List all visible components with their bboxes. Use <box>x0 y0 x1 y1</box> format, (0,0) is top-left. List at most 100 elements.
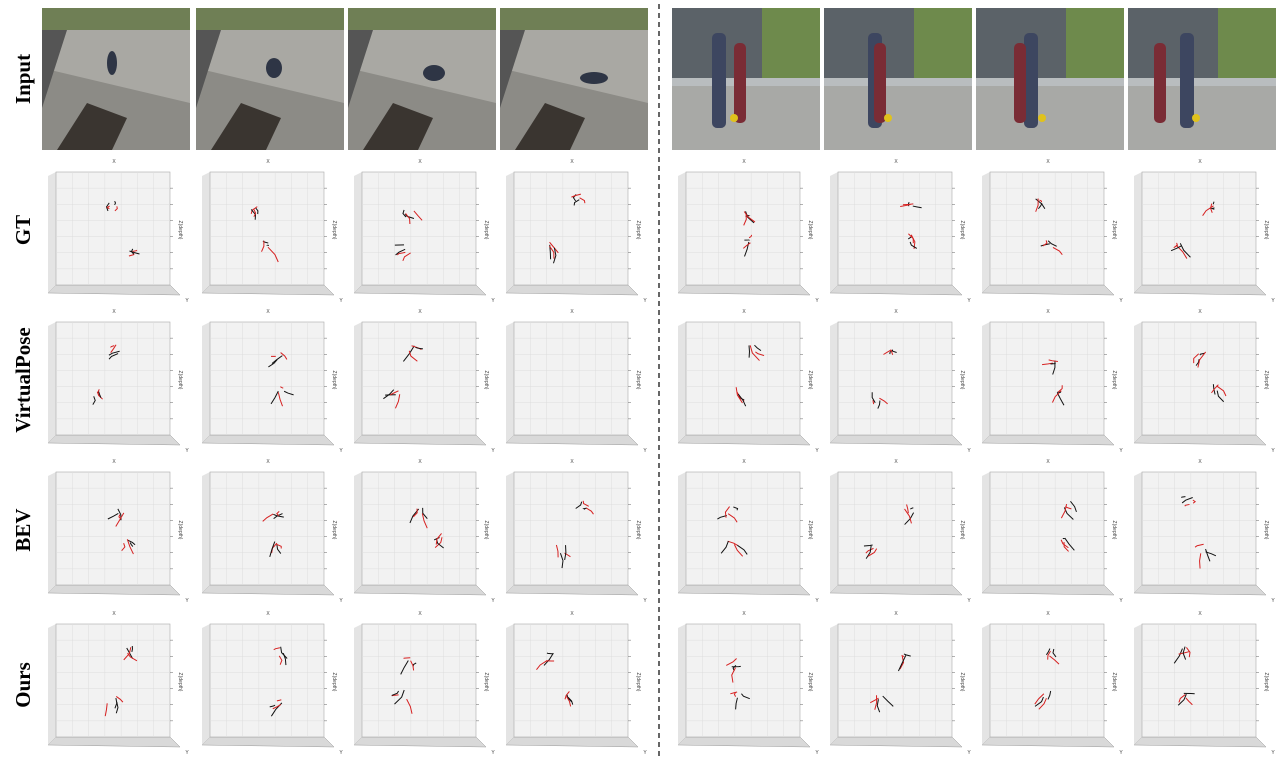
plot-panel <box>1142 624 1256 737</box>
axis-label-x: X <box>570 459 574 465</box>
row-label: Ours <box>11 662 35 708</box>
axis-label-y: Y <box>967 298 971 304</box>
plot-panel <box>990 322 1104 435</box>
photo-trees <box>348 8 496 30</box>
axis-label-x: X <box>742 159 746 165</box>
axis-label-x: X <box>418 159 422 165</box>
plot-panel <box>990 172 1104 285</box>
axis-label-y: Y <box>185 448 189 454</box>
plot-floor <box>354 737 486 747</box>
plot-side <box>354 472 362 593</box>
pose-plot: XZ(depth)Y <box>1134 159 1275 304</box>
plot-floor <box>48 285 180 295</box>
plot-floor <box>1134 737 1266 747</box>
plot-side <box>48 322 56 443</box>
axis-label-y: Y <box>185 750 189 756</box>
input-image <box>196 8 344 150</box>
row-label: BEV <box>11 508 35 551</box>
pose-plot: XZ(depth)Y <box>506 159 647 304</box>
axis-label-z: Z(depth) <box>177 221 183 240</box>
plot-floor <box>982 435 1114 445</box>
plot-panel <box>210 624 324 737</box>
pose-plot: XZ(depth)Y <box>202 459 343 604</box>
axis-label-y: Y <box>643 448 647 454</box>
axis-label-x: X <box>266 611 270 617</box>
pose-plot: XZ(depth)Y <box>354 459 495 604</box>
row-label: GT <box>11 215 35 245</box>
plot-panel <box>56 624 170 737</box>
plot-side <box>1134 322 1142 443</box>
axis-label-y: Y <box>967 750 971 756</box>
axis-label-x: X <box>742 309 746 315</box>
pose-plot: XZ(depth)Y <box>830 159 971 304</box>
plot-floor <box>678 435 810 445</box>
axis-label-x: X <box>112 309 116 315</box>
person <box>1014 43 1026 123</box>
input-image <box>824 8 972 150</box>
axis-label-x: X <box>894 309 898 315</box>
person <box>1180 33 1194 128</box>
pose-plot: X Z(depth) Y <box>506 309 647 454</box>
pose-plot: XZ(depth)Y <box>982 159 1123 304</box>
pose-plot: XZ(depth)Y <box>830 309 971 454</box>
plot-panel <box>838 322 952 435</box>
plot-side <box>982 624 990 745</box>
axis-label-z: Z(depth) <box>331 371 337 390</box>
ball <box>1038 114 1046 122</box>
axis-label-z: Z(depth) <box>1263 221 1269 240</box>
axis-label-z: Z(depth) <box>1263 371 1269 390</box>
pose-plot: XZ(depth)Y <box>506 611 647 756</box>
plot-floor <box>982 585 1114 595</box>
plot-floor <box>506 285 638 295</box>
plot-floor <box>202 285 334 295</box>
plot-side <box>48 472 56 593</box>
axis-label-x: X <box>570 309 574 315</box>
photo-trees <box>42 8 190 30</box>
plot-side <box>982 322 990 443</box>
axis-label-z: Z(depth) <box>807 371 813 390</box>
pose-plot: XZ(depth)Y <box>48 159 189 304</box>
input-image <box>672 8 820 150</box>
axis-label-z: Z(depth) <box>635 221 641 240</box>
plot-floor <box>830 285 962 295</box>
axis-label-y: Y <box>185 298 189 304</box>
pose-plot: X Z(depth) Y <box>48 309 189 454</box>
photo-trees <box>1218 8 1276 78</box>
axis-label-x: X <box>1046 611 1050 617</box>
axis-label-x: X <box>418 611 422 617</box>
plot-panel <box>838 472 952 585</box>
axis-label-y: Y <box>339 298 343 304</box>
axis-label-x: X <box>894 159 898 165</box>
plot-panel <box>210 172 324 285</box>
plot-side <box>202 322 210 443</box>
axis-label-z: Z(depth) <box>635 371 641 390</box>
plot-side <box>506 472 514 593</box>
plot-side <box>354 172 362 293</box>
ball <box>730 114 738 122</box>
axis-label-y: Y <box>491 448 495 454</box>
plot-panel <box>686 322 800 435</box>
person <box>107 51 117 75</box>
plot-floor <box>506 737 638 747</box>
axis-label-x: X <box>894 459 898 465</box>
plot-panel <box>210 322 324 435</box>
plot-panel <box>1142 172 1256 285</box>
axis-label-y: Y <box>1119 598 1123 604</box>
plot-side <box>830 172 838 293</box>
plot-side <box>982 472 990 593</box>
axis-label-x: X <box>266 459 270 465</box>
axis-label-y: Y <box>1271 750 1275 756</box>
axis-label-z: Z(depth) <box>177 371 183 390</box>
pose-plot: XZ(depth)Y <box>678 459 819 604</box>
plot-side <box>830 322 838 443</box>
pose-plot: XZ(depth)Y <box>354 611 495 756</box>
plot-panel <box>686 172 800 285</box>
axis-label-z: Z(depth) <box>1111 521 1117 540</box>
plot-floor <box>1134 435 1266 445</box>
axis-label-z: Z(depth) <box>483 371 489 390</box>
pose-plot: XZ(depth)Y <box>678 611 819 756</box>
plot-floor <box>506 585 638 595</box>
axis-label-z: Z(depth) <box>1263 673 1269 692</box>
plot-floor <box>48 435 180 445</box>
